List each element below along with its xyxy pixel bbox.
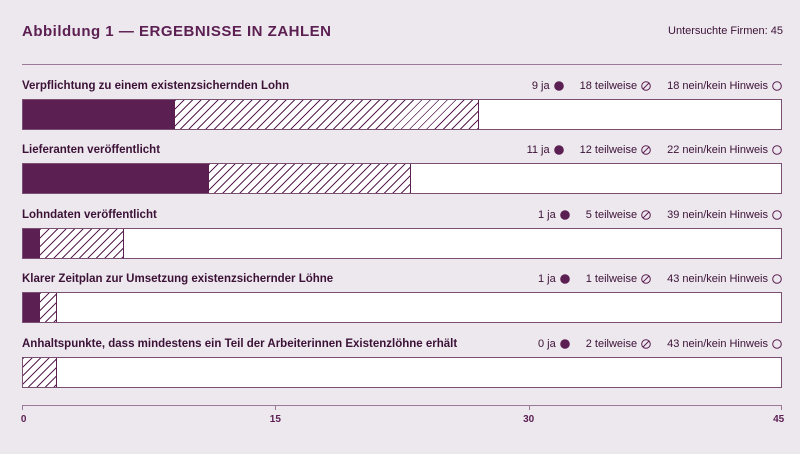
count-nein-text: 43 nein/kein Hinweis — [667, 338, 768, 350]
filled-circle-icon — [553, 81, 564, 91]
chart-row: Klarer Zeitplan zur Umsetzung existenzsi… — [22, 273, 782, 333]
x-tick — [22, 405, 23, 410]
count-teil-text: 18 teilweise — [579, 80, 638, 92]
hatched-circle-icon — [641, 274, 651, 284]
chart-row: Lieferanten veröffentlicht 11 ja 12 teilwe… — [22, 144, 782, 204]
row-label: Verpflichtung zu einem existenzsichernde… — [22, 80, 290, 92]
bar-track — [22, 357, 782, 388]
count-ja-text: 1 ja — [538, 209, 556, 221]
bar-segment-ja — [23, 229, 40, 258]
count-nein-text: 43 nein/kein Hinweis — [667, 273, 768, 285]
count-ja: 9 ja — [532, 80, 564, 92]
chart-row: Anhaltspunkte, dass mindestens ein Teil … — [22, 338, 782, 398]
x-axis: 0 15 30 45 — [20, 405, 785, 425]
bar-segment-ja — [23, 100, 175, 129]
count-nein: 39 nein/kein Hinweis — [667, 209, 782, 221]
count-nein: 22 nein/kein Hinweis — [667, 144, 782, 156]
row-label: Klarer Zeitplan zur Umsetzung existenzsi… — [22, 273, 334, 285]
count-nein: 43 nein/kein Hinweis — [667, 338, 782, 350]
count-teil-text: 12 teilweise — [579, 144, 638, 156]
count-ja: 11 ja — [527, 144, 564, 156]
filled-circle-icon — [559, 274, 570, 284]
count-ja: 0 ja — [538, 338, 570, 350]
row-counts: 11 ja 12 teilweise 22 nein/kein Hinweis — [511, 144, 782, 156]
count-nein: 43 nein/kein Hinweis — [667, 273, 782, 285]
count-ja-text: 11 ja — [526, 144, 550, 156]
row-label: Lohndaten veröffentlicht — [22, 209, 157, 221]
bar-track — [22, 292, 782, 323]
count-teil: 18 teilweise — [580, 80, 651, 92]
count-nein-text: 22 nein/kein Hinweis — [667, 144, 768, 156]
empty-circle-icon — [772, 274, 782, 284]
count-nein-text: 18 nein/kein Hinweis — [667, 80, 768, 92]
count-ja-text: 0 ja — [538, 338, 556, 350]
count-ja-text: 9 ja — [531, 80, 550, 92]
bar-segment-teilweise — [208, 164, 412, 193]
filled-circle-icon — [559, 339, 570, 349]
empty-circle-icon — [772, 145, 782, 155]
company-count-label: Untersuchte Firmen: — [668, 25, 768, 37]
row-counts: 9 ja 18 teilweise 18 nein/kein Hinweis — [516, 80, 782, 92]
x-tick-label: 0 — [20, 414, 27, 425]
x-tick-label: 45 — [773, 414, 785, 425]
x-tick — [528, 405, 530, 410]
chart-row: Verpflichtung zu einem existenzsichernde… — [22, 80, 782, 140]
bar-segment-teilweise — [23, 358, 57, 387]
bar-segment-ja — [23, 293, 40, 322]
count-teil: 2 teilweise — [586, 338, 651, 350]
count-ja: 1 ja — [538, 209, 570, 221]
row-label: Anhaltspunkte, dass mindestens ein Teil … — [22, 338, 458, 350]
x-tick-label: 15 — [269, 414, 281, 425]
count-teil: 1 teilweise — [586, 273, 651, 285]
row-counts: 0 ja 2 teilweise 43 nein/kein Hinweis — [522, 338, 782, 350]
hatched-circle-icon — [641, 210, 651, 220]
filled-circle-icon — [553, 145, 564, 155]
hatched-circle-icon — [641, 339, 651, 349]
bar-segment-teilweise — [39, 229, 125, 258]
chart-title: Abbildung 1 — ERGEBNISSE IN ZAHLEN — [22, 23, 332, 40]
x-axis-line — [22, 405, 782, 406]
x-tick — [275, 405, 277, 410]
empty-circle-icon — [772, 339, 782, 349]
empty-circle-icon — [772, 210, 782, 220]
bar-track — [22, 99, 782, 130]
hatched-circle-icon — [641, 145, 651, 155]
company-count-value: 45 — [770, 25, 783, 37]
bar-segment-teilweise — [175, 100, 479, 129]
count-nein-text: 39 nein/kein Hinweis — [667, 209, 768, 221]
x-tick-label: 30 — [523, 414, 535, 425]
count-ja-text: 1 ja — [538, 273, 556, 285]
row-counts: 1 ja 5 teilweise 39 nein/kein Hinweis — [522, 209, 782, 221]
count-teil: 5 teilweise — [586, 209, 651, 221]
empty-circle-icon — [772, 81, 782, 91]
company-count: Untersuchte Firmen: 45 — [668, 25, 783, 37]
count-teil-text: 2 teilweise — [585, 338, 638, 350]
count-ja: 1 ja — [538, 273, 570, 285]
count-teil: 12 teilweise — [580, 144, 651, 156]
count-nein: 18 nein/kein Hinweis — [667, 80, 782, 92]
row-counts: 1 ja 1 teilweise 43 nein/kein Hinweis — [522, 273, 782, 285]
count-teil-text: 5 teilweise — [585, 209, 638, 221]
hatched-circle-icon — [641, 81, 651, 91]
bar-segment-ja — [23, 164, 209, 193]
filled-circle-icon — [559, 210, 570, 220]
x-tick — [781, 405, 782, 410]
header-divider — [22, 64, 782, 65]
bar-track — [22, 228, 782, 259]
bar-track — [22, 163, 782, 194]
count-teil-text: 1 teilweise — [585, 273, 638, 285]
chart-row: Lohndaten veröffentlicht 1 ja 5 teilweise 3… — [22, 209, 782, 269]
row-label: Lieferanten veröffentlicht — [22, 144, 161, 156]
bar-segment-teilweise — [39, 293, 57, 322]
